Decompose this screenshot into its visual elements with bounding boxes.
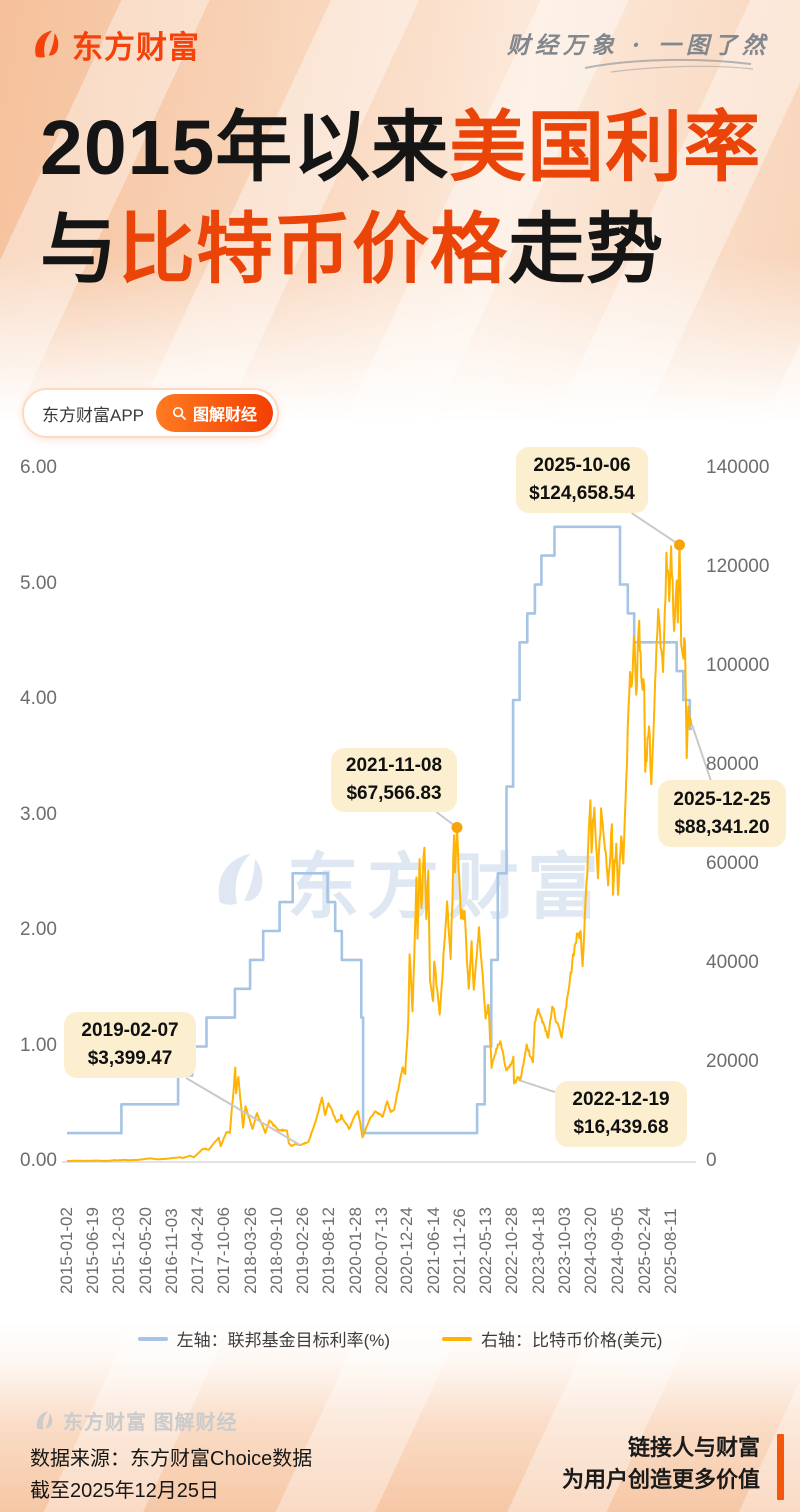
y-axis-right-tick: 80000 — [706, 754, 759, 775]
footer-logo-icon — [36, 1410, 53, 1429]
eastmoney-logo-icon — [35, 30, 59, 58]
y-axis-left-tick: 4.00 — [20, 688, 57, 709]
x-axis-tick: 2020-01-28 — [345, 1207, 365, 1294]
y-axis-left-tick: 6.00 — [20, 457, 57, 478]
x-axis-tick: 2017-10-06 — [214, 1207, 234, 1294]
annotation-date: 2019-02-07 — [81, 1020, 179, 1042]
y-axis-right-tick: 0 — [706, 1150, 717, 1171]
x-axis-tick: 2024-03-20 — [581, 1207, 601, 1294]
x-axis-tick: 2021-11-26 — [449, 1208, 469, 1294]
y-axis-right-tick: 20000 — [706, 1051, 759, 1072]
top-background-gradient — [0, 0, 800, 440]
footer-accent-bar — [777, 1434, 784, 1500]
x-axis-tick: 2023-10-03 — [555, 1207, 575, 1294]
as-of-date-text: 截至2025年12月25日 — [30, 1480, 219, 1502]
page-title-line2: 与比特币价格走势 — [40, 207, 664, 293]
x-axis-tick: 2019-08-12 — [319, 1207, 339, 1294]
search-icon — [172, 406, 186, 420]
legend-item-1: 右轴：比特币价格(美元) — [442, 1326, 662, 1351]
bottom-background-gradient — [0, 1322, 800, 1512]
y-axis-right-tick: 40000 — [706, 952, 759, 973]
x-axis-tick: 2025-08-11 — [660, 1208, 680, 1294]
x-axis-tick: 2018-03-26 — [240, 1207, 260, 1294]
annotation-value: $16,439.68 — [573, 1117, 669, 1138]
x-axis-tick: 2025-02-24 — [634, 1207, 654, 1294]
legend-swatch-icon — [442, 1336, 473, 1341]
data-source-text: 数据来源：东方财富Choice数据 — [30, 1448, 313, 1470]
title2-segment-1: 比特币价格 — [118, 207, 508, 293]
annotation-callout-2025-12-25: 2025-12-25 $88,341.20 — [658, 780, 786, 847]
y-axis-right-tick: 100000 — [706, 655, 770, 676]
y-axis-left-tick: 1.00 — [20, 1034, 57, 1056]
app-badge: 东方财富APP 图解财经 — [22, 388, 280, 438]
legend-label: 右轴：比特币价格(美元) — [481, 1331, 663, 1350]
page-title-line1: 2015年以来美国利率 — [40, 105, 762, 191]
title2-segment-2: 走势 — [508, 207, 664, 293]
annotation-date: 2025-12-25 — [673, 788, 771, 810]
x-axis-tick: 2015-12-03 — [109, 1207, 129, 1294]
chart-watermark-text: 东方财富 — [287, 848, 608, 928]
chart-legend: 左轴：联邦基金目标利率(%) 右轴：比特币价格(美元) — [0, 1326, 800, 1351]
legend-item-0: 左轴：联邦基金目标利率(%) — [137, 1326, 391, 1351]
x-axis-tick: 2015-01-02 — [57, 1207, 76, 1294]
annotation-callout-2025-10-06: 2025-10-06 $124,658.54 — [516, 447, 648, 513]
y-axis-right-tick: 60000 — [706, 853, 759, 874]
annotation-callout-2022-12-19: 2022-12-19 $16,439.68 — [555, 1081, 687, 1147]
title2-segment-0: 与 — [40, 207, 118, 293]
header-tagline: 财经万象 · 一图了然 — [506, 32, 770, 59]
x-axis-tick: 2023-04-18 — [528, 1207, 548, 1294]
x-axis-tick: 2024-09-05 — [607, 1207, 627, 1294]
y-axis-right-tick: 120000 — [706, 556, 770, 577]
title1-segment-0: 2015年以来 — [40, 105, 450, 191]
legend-swatch-icon — [137, 1336, 168, 1341]
watermark-logo-icon — [218, 853, 263, 905]
footer-slogan: 链接人与财富 为用户创造更多价值 — [562, 1432, 760, 1496]
footer-slogan-line1: 链接人与财富 — [627, 1435, 760, 1460]
annotation-callout-2021-11-08: 2021-11-08 $67,566.83 — [331, 748, 457, 812]
annotation-connector-2025-10-06 — [631, 512, 681, 546]
title1-segment-1: 美国利率 — [449, 105, 762, 191]
x-axis-tick: 2015-06-19 — [83, 1207, 103, 1294]
footer-watermark-text: 东方财富 图解财经 — [63, 1412, 238, 1434]
annotation-value: $88,341.20 — [674, 816, 770, 838]
brand-name: 东方财富 — [72, 30, 200, 65]
x-axis-tick: 2020-12-24 — [397, 1207, 417, 1294]
app-badge-label: 东方财富APP — [42, 405, 145, 425]
annotation-value: $3,399.47 — [87, 1048, 173, 1069]
annotation-value: $67,566.83 — [346, 783, 442, 804]
annotation-connector-2021-11-08 — [435, 811, 458, 829]
x-axis-tick: 2022-05-13 — [475, 1207, 495, 1294]
annotation-connector-2019-02-07 — [185, 1077, 301, 1147]
brand-logo: 东方财富 — [28, 22, 200, 67]
y-axis-left-tick: 0.00 — [20, 1150, 57, 1171]
x-axis-tick: 2022-10-28 — [502, 1207, 522, 1294]
annotation-callout-2019-02-07: 2019-02-07 $3,399.47 — [64, 1012, 196, 1078]
tujie-caijing-button[interactable]: 图解财经 — [156, 394, 274, 432]
x-axis-tick: 2016-05-20 — [135, 1207, 155, 1294]
x-axis-tick: 2020-07-13 — [371, 1207, 391, 1294]
annotation-value: $124,658.54 — [529, 483, 635, 504]
annotation-date: 2022-12-19 — [572, 1089, 670, 1111]
x-axis-tick: 2021-06-14 — [424, 1207, 444, 1294]
y-axis-right-tick: 140000 — [706, 457, 770, 478]
annotation-connector-2022-12-19 — [519, 1079, 556, 1094]
y-axis-left-tick: 5.00 — [20, 572, 57, 594]
x-axis-tick: 2018-09-10 — [266, 1207, 286, 1294]
tujie-caijing-button-label: 图解财经 — [193, 407, 258, 424]
footer-watermark: 东方财富 图解财经 — [32, 1406, 238, 1435]
y-axis-left-tick: 2.00 — [20, 919, 57, 940]
chart-watermark: 东方财富 — [205, 828, 607, 933]
y-axis-left-tick: 3.00 — [20, 803, 57, 825]
x-axis-tick: 2019-02-26 — [293, 1207, 313, 1294]
x-axis-tick: 2017-04-24 — [188, 1207, 208, 1294]
footer-slogan-line2: 为用户创造更多价值 — [561, 1467, 760, 1492]
x-axis-tick: 2016-11-03 — [161, 1208, 181, 1294]
tagline-swoosh-icon — [584, 58, 754, 73]
annotation-date: 2021-11-08 — [345, 755, 443, 777]
annotation-date: 2025-10-06 — [533, 455, 631, 477]
data-point-dot-2025-10-06 — [674, 539, 685, 551]
legend-label: 左轴：联邦基金目标利率(%) — [176, 1331, 391, 1350]
